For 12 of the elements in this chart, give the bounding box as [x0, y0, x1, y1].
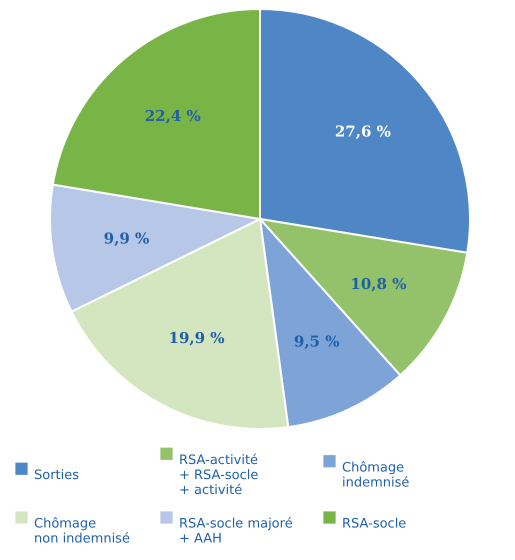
- data-label: 19,9 %: [168, 329, 225, 348]
- data-label: 22,4 %: [144, 107, 201, 126]
- data-label: 9,5 %: [294, 332, 340, 351]
- legend-label: Chômage non indemnisé: [34, 516, 130, 546]
- legend-label: Sorties: [34, 468, 80, 483]
- legend-label: RSA-socle majoré + AAH: [179, 516, 293, 546]
- legend-label: RSA-activité + RSA-socle + activité: [179, 452, 258, 498]
- data-label: 9,9 %: [104, 230, 150, 248]
- data-label: 27,6 %: [334, 122, 391, 141]
- legend-label: RSA-socle: [342, 516, 406, 532]
- legend-label: Chômage indemnisé: [342, 460, 410, 490]
- data-label: 10,8 %: [350, 274, 406, 293]
